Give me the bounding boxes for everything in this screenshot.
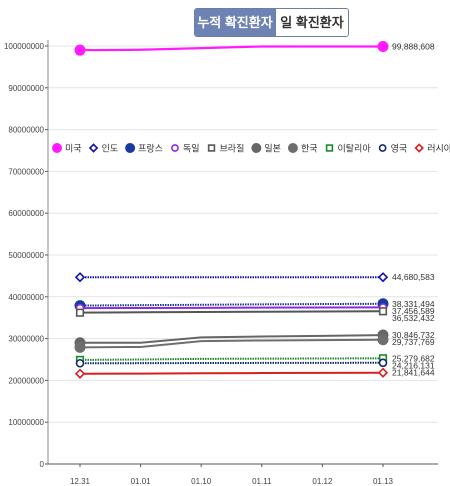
series-line <box>79 306 384 310</box>
data-point-marker <box>377 367 389 378</box>
y-tick-label: 0 <box>40 460 45 469</box>
end-value-label: 24,216,131 <box>392 360 435 370</box>
legend-marker <box>125 143 136 153</box>
data-point-marker <box>378 358 388 368</box>
end-value-label: 29,737,769 <box>392 337 435 347</box>
end-value-label: 30,846,732 <box>392 330 435 340</box>
legend: 미국 인도 프랑스 독일 브라질 일본 한국 이탈리아 영국 러시아 <box>50 140 450 156</box>
legend-marker <box>287 143 298 153</box>
legend-marker <box>207 144 216 152</box>
data-point-marker <box>378 307 388 316</box>
legend-marker <box>171 144 179 152</box>
y-tick-label: 100000000 <box>4 42 45 51</box>
data-point-marker <box>74 368 86 379</box>
series-line <box>79 45 383 52</box>
data-point-marker <box>75 308 85 317</box>
series-lines <box>74 40 389 379</box>
end-value-label: 99,888,608 <box>392 41 435 51</box>
legend-label: 독일 <box>183 144 200 154</box>
legend-background <box>50 140 438 156</box>
end-value-label: 44,680,583 <box>392 272 435 282</box>
legend-marker <box>378 144 387 152</box>
legend-marker <box>251 143 262 153</box>
end-value-labels: 99,888,608 44,680,583 38,331,49437,456,589… <box>392 41 435 377</box>
end-value-label: 25,279,682 <box>392 353 435 363</box>
gridlines <box>48 45 438 423</box>
series-line <box>79 338 384 349</box>
legend-marker <box>325 144 334 152</box>
x-tick-label: 01.12 <box>312 477 333 486</box>
series-line <box>79 371 384 375</box>
legend-label: 미국 <box>65 144 82 154</box>
data-point-marker <box>74 272 86 283</box>
y-tick-label: 60000000 <box>8 209 44 218</box>
series-line <box>80 334 384 344</box>
end-value-label: 38,331,494 <box>392 299 435 309</box>
legend-label: 프랑스 <box>138 143 163 154</box>
data-point-marker <box>377 40 389 52</box>
x-tick-label: 01.13 <box>373 477 394 486</box>
data-point-marker <box>377 334 389 346</box>
legend-label: 인도 <box>102 144 119 154</box>
series-line <box>79 310 384 314</box>
legend-marker <box>414 143 424 153</box>
legend-marker <box>52 143 62 153</box>
x-tick-label: 12.31 <box>70 477 91 486</box>
legend-label: 러시아 <box>427 144 450 154</box>
legend-label: 한국 <box>301 144 318 154</box>
legend-label: 브라질 <box>220 143 245 154</box>
series-line <box>79 357 384 361</box>
data-point-marker <box>75 358 85 368</box>
y-tick-label: 70000000 <box>8 167 44 176</box>
y-tick-label: 10000000 <box>8 418 44 427</box>
axes: 0 10000000 20000000 30000000 40000000 5000000… <box>4 40 438 486</box>
chart-tab-group: 누적 확진환자 일 확진환자 <box>194 8 349 37</box>
legend-label: 일본 <box>264 144 281 154</box>
x-tick-label: 01.01 <box>131 477 152 486</box>
data-point-marker <box>74 341 86 353</box>
y-tick-label: 30000000 <box>8 335 44 344</box>
y-tick-label: 90000000 <box>8 84 44 93</box>
y-tick-label: 20000000 <box>8 376 44 385</box>
legend-label: 영국 <box>391 144 408 154</box>
series-line <box>79 302 384 307</box>
end-value-label: 36,532,432 <box>392 313 435 323</box>
x-tick-label: 01.10 <box>191 477 212 486</box>
x-tick-label: 01.11 <box>252 477 272 486</box>
end-value-label: 21,841,644 <box>392 368 435 378</box>
data-point-marker <box>74 44 86 56</box>
legend-marker <box>88 143 99 153</box>
y-tick-label: 80000000 <box>8 126 44 135</box>
end-value-label: 37,456,589 <box>392 306 435 316</box>
data-point-marker <box>377 272 389 283</box>
y-tick-label: 40000000 <box>8 293 44 302</box>
legend-label: 이탈리아 <box>338 144 372 154</box>
y-tick-label: 50000000 <box>8 251 44 260</box>
tab-daily-cases[interactable]: 일 확진환자 <box>275 9 348 36</box>
tab-cumulative-cases[interactable]: 누적 확진환자 <box>195 9 275 36</box>
